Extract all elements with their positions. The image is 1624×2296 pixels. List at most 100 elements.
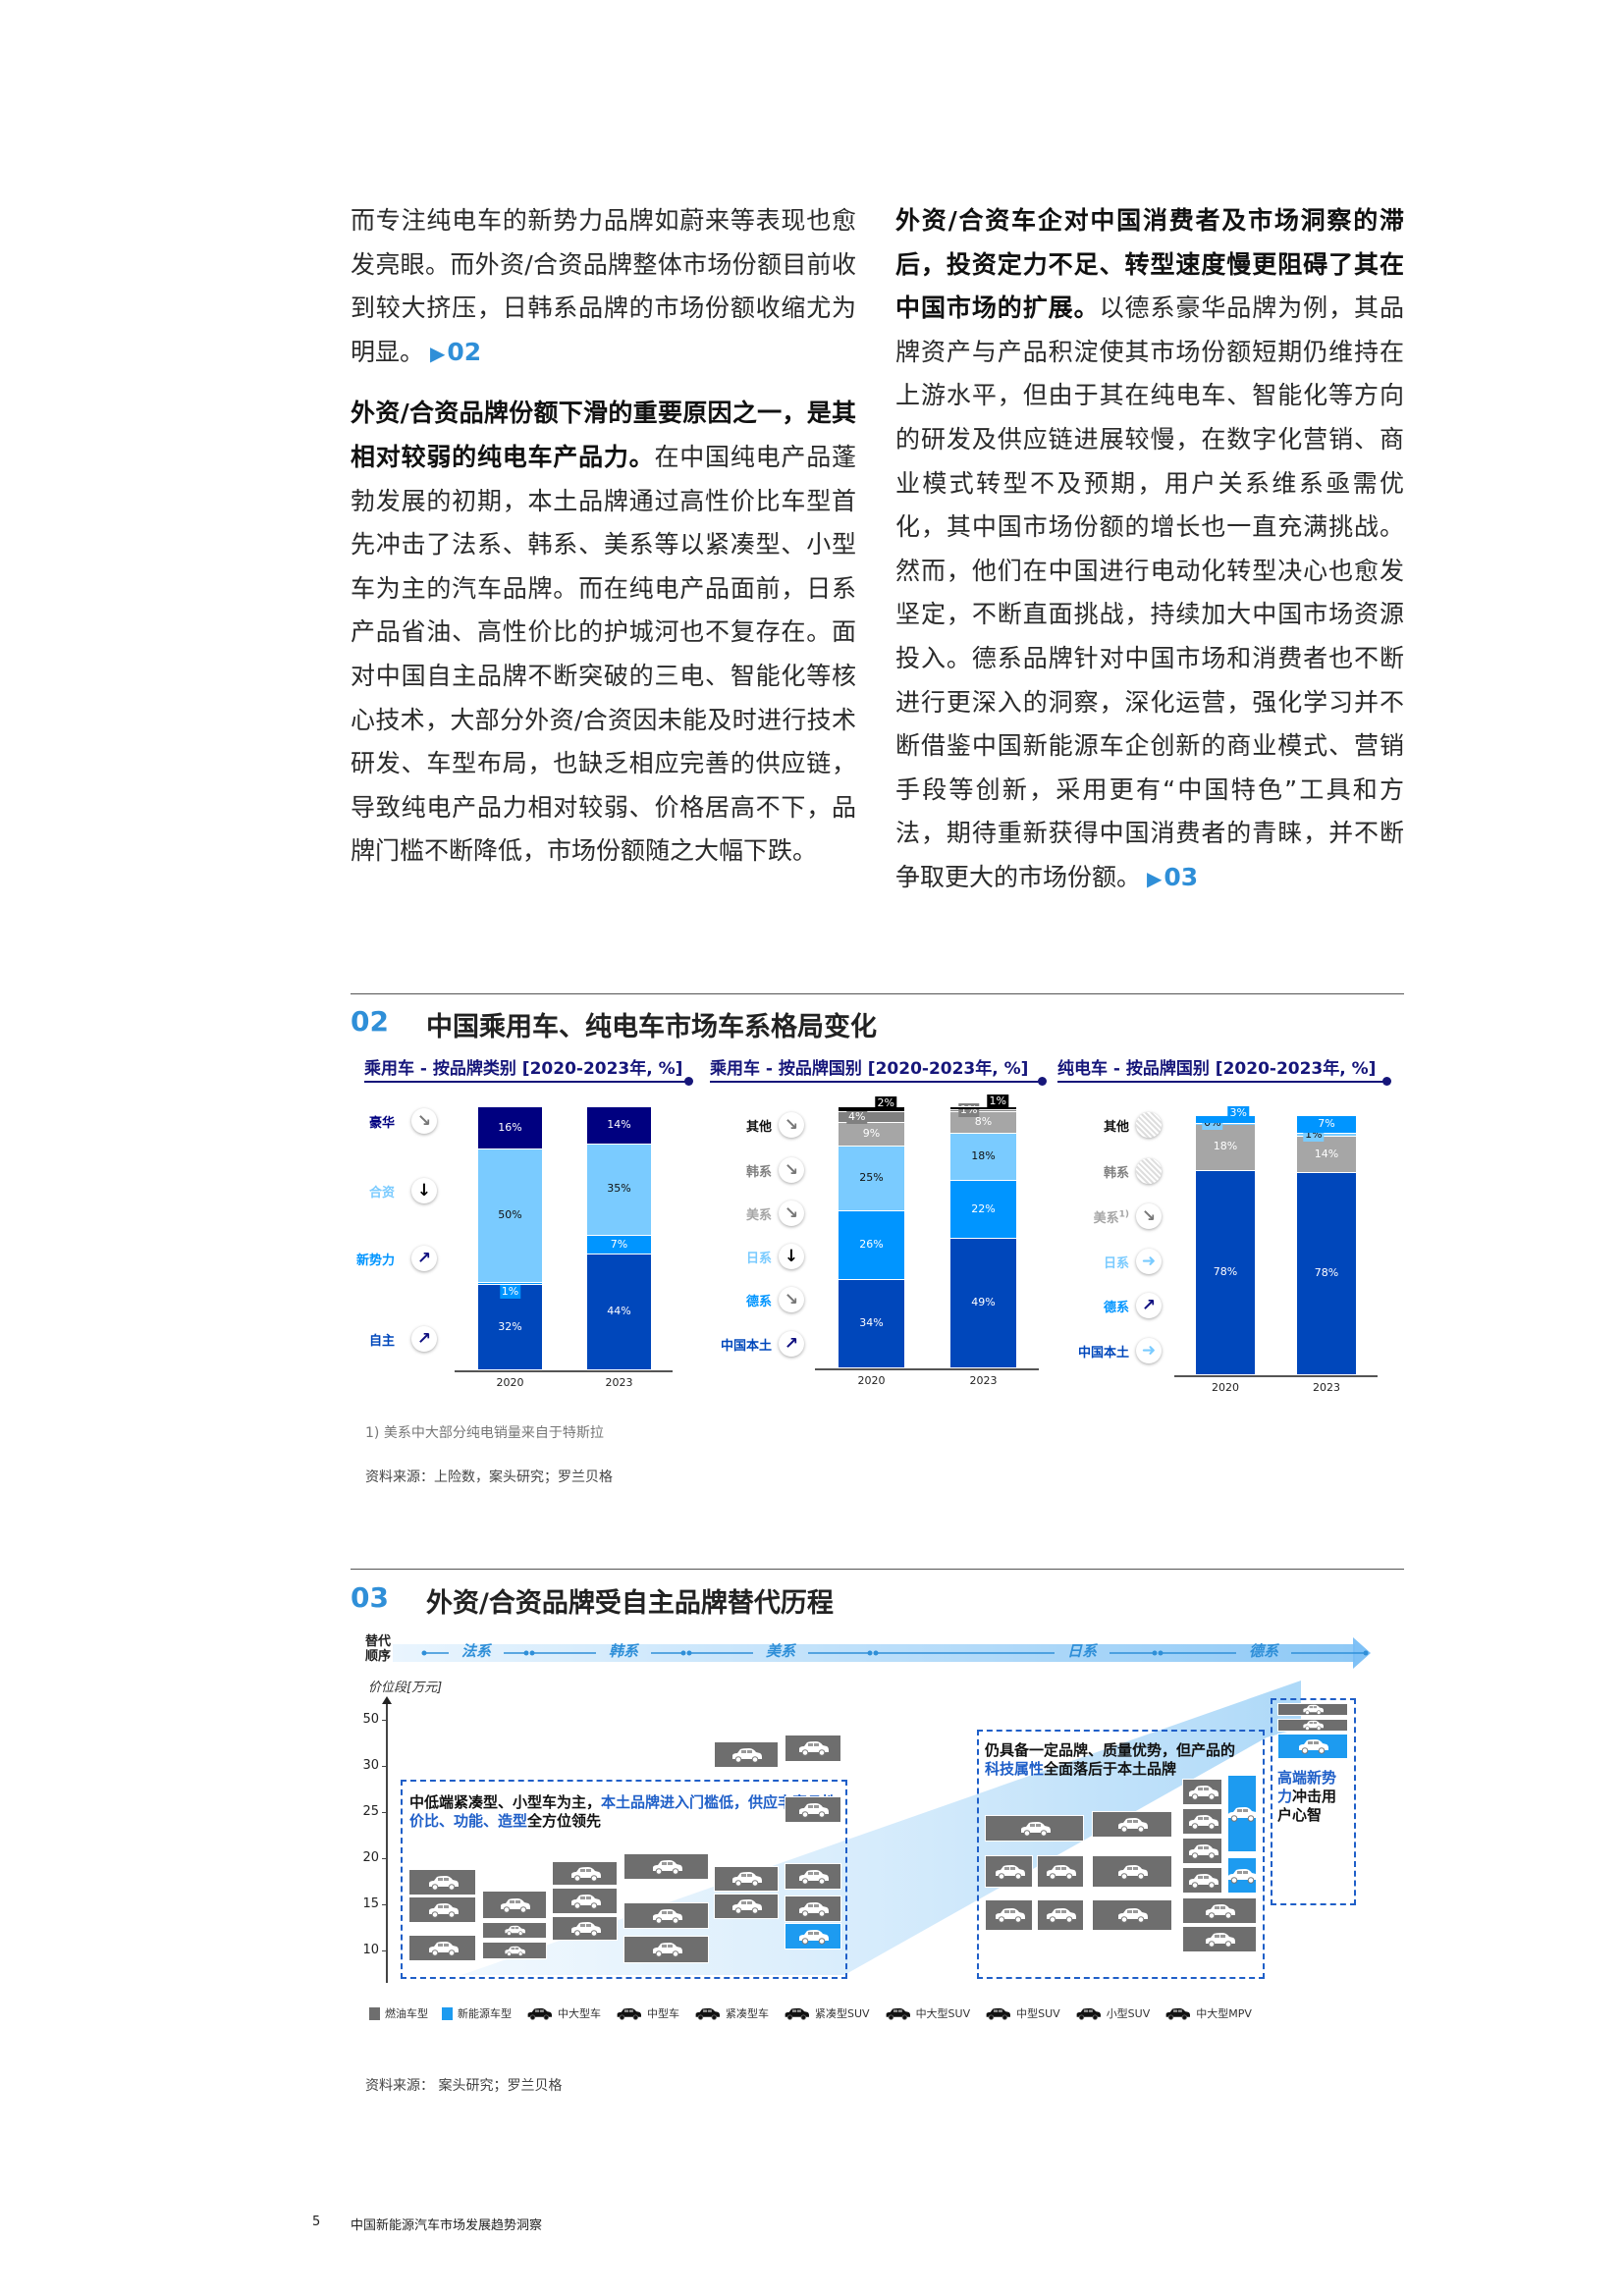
chart-title: 乘用车 - 按品牌类别 [2020-2023年, %] <box>364 1059 683 1079</box>
y-tick-mark <box>382 1766 387 1767</box>
legend-label: 紧凑型车 <box>726 2007 769 2020</box>
bar-segment <box>950 1132 1016 1181</box>
car-icon <box>1115 1864 1149 1880</box>
trend-n/a-icon <box>1136 1112 1162 1138</box>
bar-value-label: 16% <box>498 1120 522 1134</box>
legend-label: 中型车 <box>647 2007 679 2020</box>
y-tick-label: 30 <box>362 1758 379 1773</box>
x-tick-label: 2023 <box>1313 1381 1340 1394</box>
bar-segment <box>950 1180 1016 1239</box>
ice-model-tile <box>482 1891 547 1919</box>
legend-label: 韩系 <box>745 1165 772 1180</box>
legend-label: 豪华 <box>368 1116 395 1131</box>
ice-model-tile <box>623 1853 709 1880</box>
trend-up-right-icon: ↗ <box>411 1246 437 1271</box>
bar-segment <box>1297 1172 1356 1374</box>
nev-model-tile <box>1227 1775 1258 1852</box>
car-icon <box>1296 1720 1329 1731</box>
trend-down-right-icon: ↘ <box>1136 1203 1162 1229</box>
ice-model-tile <box>985 1815 1084 1842</box>
trend-up-right-icon: ↗ <box>779 1331 804 1357</box>
car-icon <box>426 1875 460 1891</box>
exhibit-ref-number: 03 <box>1164 862 1199 891</box>
ice-model-tile <box>408 1935 476 1961</box>
legend-label: 中大型SUV <box>915 2007 971 2020</box>
trend-right-icon: ➜ <box>1136 1249 1162 1274</box>
x-tick-label: 2023 <box>605 1376 633 1389</box>
legend-item: 中型车 <box>615 2005 679 2021</box>
legend-label: 韩系 <box>1103 1166 1129 1181</box>
bar-segment <box>839 1111 904 1122</box>
y-tick-label: 10 <box>362 1943 379 1957</box>
compact-car-icon <box>693 2007 721 2020</box>
bar-value-label: 4% <box>846 1109 868 1124</box>
ice-model-tile <box>1092 1811 1172 1838</box>
paragraph-bold-lead: 外资/合资品牌份额下滑的重要原因之一，是其相对较弱的纯电车产品力。 <box>351 399 856 471</box>
legend-label: 其他 <box>1103 1120 1129 1135</box>
legend-label: 中国本土 <box>720 1339 772 1354</box>
chart-title: 纯电车 - 按品牌国别 [2020-2023年, %] <box>1057 1059 1377 1079</box>
y-axis-label: 价位段[万元] <box>368 1681 443 1695</box>
car-icon <box>650 1908 683 1924</box>
order-label: 替代 顺序 <box>365 1634 392 1664</box>
bar-value-label: 7% <box>1318 1117 1335 1131</box>
legend-label: 其他 <box>745 1120 772 1135</box>
car-icon <box>730 1747 763 1763</box>
legend-label: 紧凑型SUV <box>815 2007 870 2020</box>
x-tick-label: 2020 <box>496 1376 524 1389</box>
legend-label: 合资 <box>368 1186 395 1201</box>
legend-label: 燃油车型 <box>385 2007 428 2020</box>
page-number: 5 <box>312 2215 321 2229</box>
car-icon <box>1186 1814 1219 1830</box>
legend-item: 中大型SUV <box>884 2005 971 2021</box>
car-icon <box>1296 1738 1329 1754</box>
ice-model-tile <box>552 1861 618 1886</box>
bar-segment <box>1196 1123 1255 1170</box>
trend-down-right-icon: ↘ <box>779 1201 804 1226</box>
legend-label: 自主 <box>368 1334 395 1349</box>
ice-model-tile <box>785 1735 841 1762</box>
segment-box-mid <box>977 1730 1265 1979</box>
car-icon <box>426 1902 460 1918</box>
legend-label: 中大型车 <box>558 2007 601 2020</box>
annotation-text: 仍具备一定品牌、质量优势，但产品的 <box>985 1741 1236 1759</box>
source-note: 资料来源： 案头研究；罗兰贝格 <box>365 2078 563 2094</box>
car-icon <box>1115 1817 1149 1833</box>
ice-model-tile <box>714 1866 779 1892</box>
order-label-4: 日系 <box>1066 1642 1098 1660</box>
bar-segment <box>587 1254 651 1369</box>
order-label-3: 美系 <box>765 1642 796 1660</box>
car-icon <box>650 1859 683 1875</box>
x-tick-label: 2020 <box>857 1374 886 1387</box>
annotation-text: 中低端紧凑型、小型车为主， <box>409 1793 602 1811</box>
exhibit-title: 中国乘用车、纯电车市场车系格局变化 <box>426 1012 877 1042</box>
trend-up-right-icon: ↗ <box>1136 1293 1162 1318</box>
legend-label: 德系 <box>1103 1301 1129 1315</box>
triangle-icon: ▶ <box>1147 866 1163 890</box>
sedan-large-icon <box>525 2007 553 2020</box>
ice-model-tile <box>1182 1808 1222 1835</box>
exhibit-ref-link[interactable]: ▶02 <box>430 338 481 366</box>
bar-value-label: 3% <box>1227 1106 1249 1120</box>
underline-dot <box>1038 1077 1047 1086</box>
car-icon <box>498 1925 531 1936</box>
annotation-high-end: 高端新势力冲击用户心智 <box>1277 1769 1346 1825</box>
bar-value-label: 7% <box>610 1237 628 1251</box>
car-icon <box>1203 1932 1236 1948</box>
bar-value-label: 35% <box>607 1182 631 1196</box>
bar-segment <box>478 1106 542 1149</box>
legend-label: 小型SUV <box>1106 2007 1151 2020</box>
car-icon <box>1296 1704 1329 1715</box>
car-icon <box>993 1907 1026 1923</box>
trend-down-icon: ↓ <box>411 1178 437 1203</box>
bar-value-label: 18% <box>1213 1140 1238 1152</box>
exhibit-ref-link[interactable]: ▶03 <box>1147 863 1198 891</box>
annotation-text: 全面落后于本土品牌 <box>1044 1760 1177 1778</box>
legend-item: 小型SUV <box>1074 2005 1151 2021</box>
order-label-5: 德系 <box>1248 1642 1279 1660</box>
car-icon <box>650 1942 683 1957</box>
legend-label: 德系 <box>745 1295 772 1309</box>
car-icon <box>1186 1785 1219 1800</box>
paragraph-bold-lead: 外资/合资车企对中国消费者及市场洞察的滞后，投资定力不足、转型速度慢更阻碍了其在… <box>895 206 1404 323</box>
triangle-icon: ▶ <box>430 341 446 365</box>
